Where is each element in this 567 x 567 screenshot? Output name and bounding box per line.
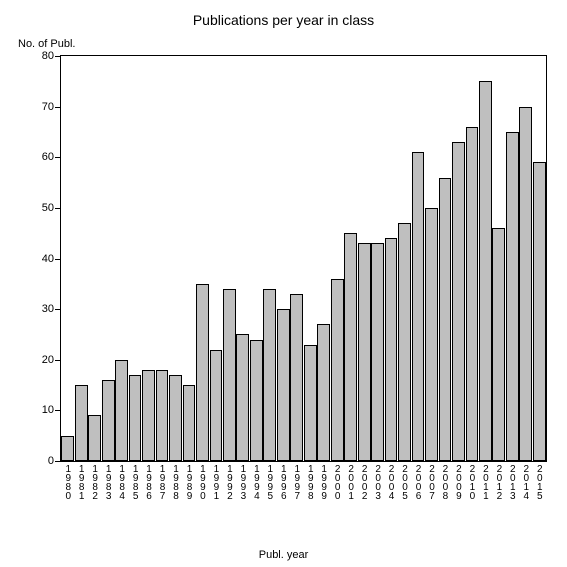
y-tick (55, 157, 61, 158)
x-tick-label: 2002 (359, 464, 369, 500)
y-tick-label: 10 (24, 404, 54, 416)
bar (290, 294, 303, 461)
bar (223, 289, 236, 461)
bar (479, 81, 492, 461)
y-tick-label: 30 (24, 303, 54, 315)
y-axis-label: No. of Publ. (18, 38, 75, 50)
bar (371, 243, 384, 461)
x-tick-label: 1990 (197, 464, 207, 500)
bar (236, 334, 249, 461)
bar (398, 223, 411, 461)
bar (317, 324, 330, 461)
bar (358, 243, 371, 461)
x-tick-label: 2005 (400, 464, 410, 500)
bar (263, 289, 276, 461)
bar (61, 436, 74, 461)
bar (102, 380, 115, 461)
x-tick-label: 2015 (534, 464, 544, 500)
bar (277, 309, 290, 461)
x-tick-label: 1995 (265, 464, 275, 500)
bar (425, 208, 438, 461)
x-tick-label: 2008 (440, 464, 450, 500)
y-tick-label: 80 (24, 50, 54, 62)
y-tick-label: 20 (24, 354, 54, 366)
y-tick (55, 107, 61, 108)
x-tick-label: 1981 (76, 464, 86, 500)
x-tick-label: 2009 (453, 464, 463, 500)
bar (196, 284, 209, 461)
x-tick-label: 2003 (373, 464, 383, 500)
x-tick-label: 1984 (117, 464, 127, 500)
x-tick-label: 1991 (211, 464, 221, 500)
y-tick (55, 410, 61, 411)
bar (331, 279, 344, 461)
y-tick-label: 60 (24, 151, 54, 163)
bar (142, 370, 155, 461)
x-tick-label: 2010 (467, 464, 477, 500)
bar (75, 385, 88, 461)
x-tick-label: 1998 (305, 464, 315, 500)
x-tick-label: 1997 (292, 464, 302, 500)
x-tick-label: 1983 (103, 464, 113, 500)
x-tick-label: 2000 (332, 464, 342, 500)
x-tick-label: 1986 (144, 464, 154, 500)
y-tick-label: 70 (24, 101, 54, 113)
x-tick-label: 1992 (224, 464, 234, 500)
chart-container: Publications per year in class No. of Pu… (0, 0, 567, 567)
y-tick (55, 360, 61, 361)
chart-title: Publications per year in class (0, 12, 567, 28)
x-tick-label: 1993 (238, 464, 248, 500)
bar (115, 360, 128, 461)
bar (129, 375, 142, 461)
x-tick-label: 2001 (346, 464, 356, 500)
x-tick-label: 1987 (157, 464, 167, 500)
x-tick-label: 1982 (90, 464, 100, 500)
x-tick-label: 2013 (507, 464, 517, 500)
bar (452, 142, 465, 461)
x-tick-label: 2004 (386, 464, 396, 500)
bar (210, 350, 223, 461)
y-tick (55, 208, 61, 209)
x-tick-label: 1980 (63, 464, 73, 500)
y-tick (55, 309, 61, 310)
bar (304, 345, 317, 461)
bar (250, 340, 263, 462)
bar (183, 385, 196, 461)
x-tick-label: 1988 (171, 464, 181, 500)
bar (466, 127, 479, 461)
x-axis-label: Publ. year (0, 549, 567, 561)
y-tick (55, 259, 61, 260)
bar (156, 370, 169, 461)
x-tick-label: 2006 (413, 464, 423, 500)
bar (519, 107, 532, 461)
bar (344, 233, 357, 461)
bar (169, 375, 182, 461)
x-tick-label: 1985 (130, 464, 140, 500)
x-tick-label: 1994 (251, 464, 261, 500)
bar (412, 152, 425, 461)
x-tick-label: 2014 (521, 464, 531, 500)
bar (88, 415, 101, 461)
y-tick-label: 40 (24, 253, 54, 265)
y-tick (55, 56, 61, 57)
bar (533, 162, 546, 461)
x-tick-label: 1999 (319, 464, 329, 500)
bar (506, 132, 519, 461)
x-tick-label: 2012 (494, 464, 504, 500)
x-tick-label: 2007 (426, 464, 436, 500)
x-tick-label: 2011 (480, 464, 490, 500)
x-tick-label: 1996 (278, 464, 288, 500)
bar (385, 238, 398, 461)
bar (439, 178, 452, 462)
y-tick (55, 461, 61, 462)
bar (492, 228, 505, 461)
x-tick-label: 1989 (184, 464, 194, 500)
y-tick-label: 0 (24, 455, 54, 467)
y-tick-label: 50 (24, 202, 54, 214)
plot-area: 0102030405060708019801981198219831984198… (60, 55, 547, 462)
